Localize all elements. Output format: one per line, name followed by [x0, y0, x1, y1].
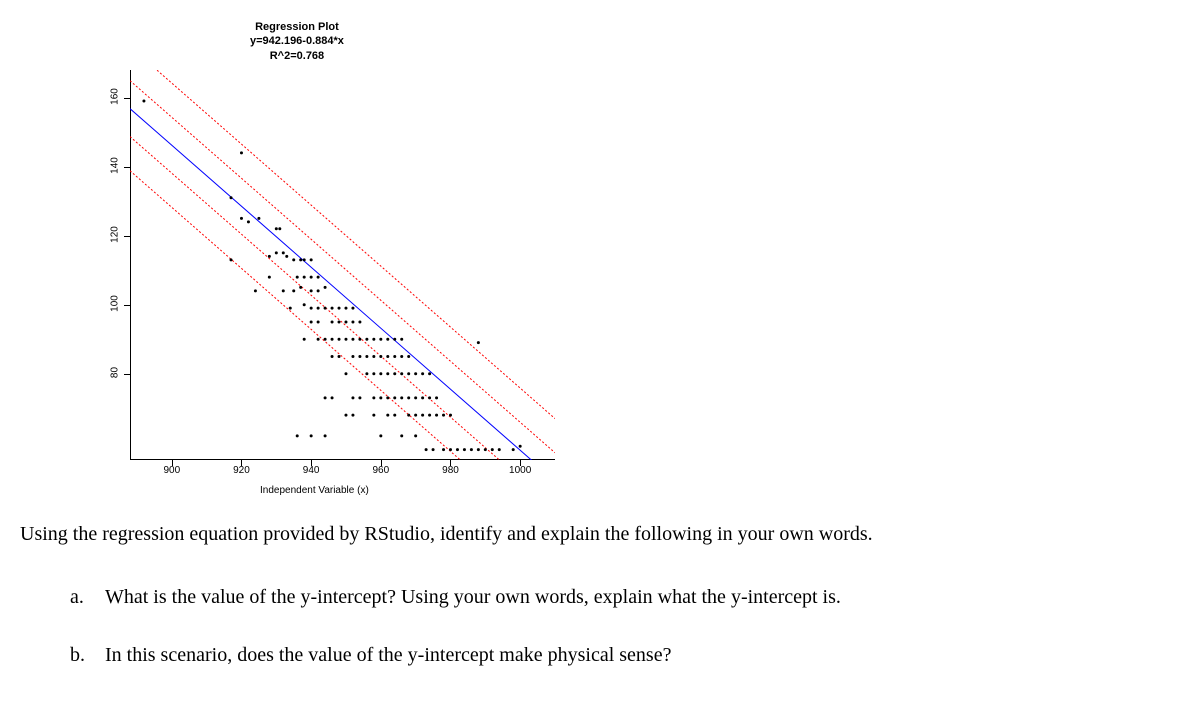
question-letter: a. [70, 583, 84, 611]
plot-title-line3: R^2=0.768 [250, 49, 344, 63]
x-tick [172, 460, 173, 466]
y-tick-label: 160 [110, 81, 121, 111]
x-axis-title: Independent Variable (x) [260, 485, 369, 496]
x-tick [241, 460, 242, 466]
question-list: a. What is the value of the y-intercept?… [20, 583, 1180, 669]
x-tick [381, 460, 382, 466]
question-intro: Using the regression equation provided b… [20, 520, 1180, 548]
question-text-b: In this scenario, does the value of the … [105, 644, 671, 666]
scatter-points [142, 70, 521, 451]
plot-title-line1: Regression Plot [250, 20, 344, 34]
x-tick-label: 940 [303, 465, 320, 476]
y-tick-label: 80 [110, 357, 121, 387]
regression-plot-container: Regression Plot y=942.196-0.884*x R^2=0.… [60, 10, 560, 490]
plot-title-line2: y=942.196-0.884*x [250, 34, 344, 48]
y-tick-label: 120 [110, 219, 121, 249]
question-text-a: What is the value of the y-intercept? Us… [105, 586, 841, 608]
x-tick-label: 1000 [509, 465, 531, 476]
x-tick [520, 460, 521, 466]
x-tick-label: 920 [233, 465, 250, 476]
plot-svg [130, 70, 555, 460]
confidence-bands [130, 70, 555, 460]
regression-line [130, 109, 555, 460]
x-tick [450, 460, 451, 466]
x-tick-label: 960 [372, 465, 389, 476]
question-letter: b. [70, 641, 85, 669]
plot-titles: Regression Plot y=942.196-0.884*x R^2=0.… [250, 20, 344, 63]
x-tick-label: 900 [163, 465, 180, 476]
question-item-b: b. In this scenario, does the value of t… [105, 641, 1180, 669]
x-tick [311, 460, 312, 466]
y-tick-label: 100 [110, 288, 121, 318]
question-item-a: a. What is the value of the y-intercept?… [105, 583, 1180, 611]
y-tick-label: 140 [110, 150, 121, 180]
x-tick-label: 980 [442, 465, 459, 476]
